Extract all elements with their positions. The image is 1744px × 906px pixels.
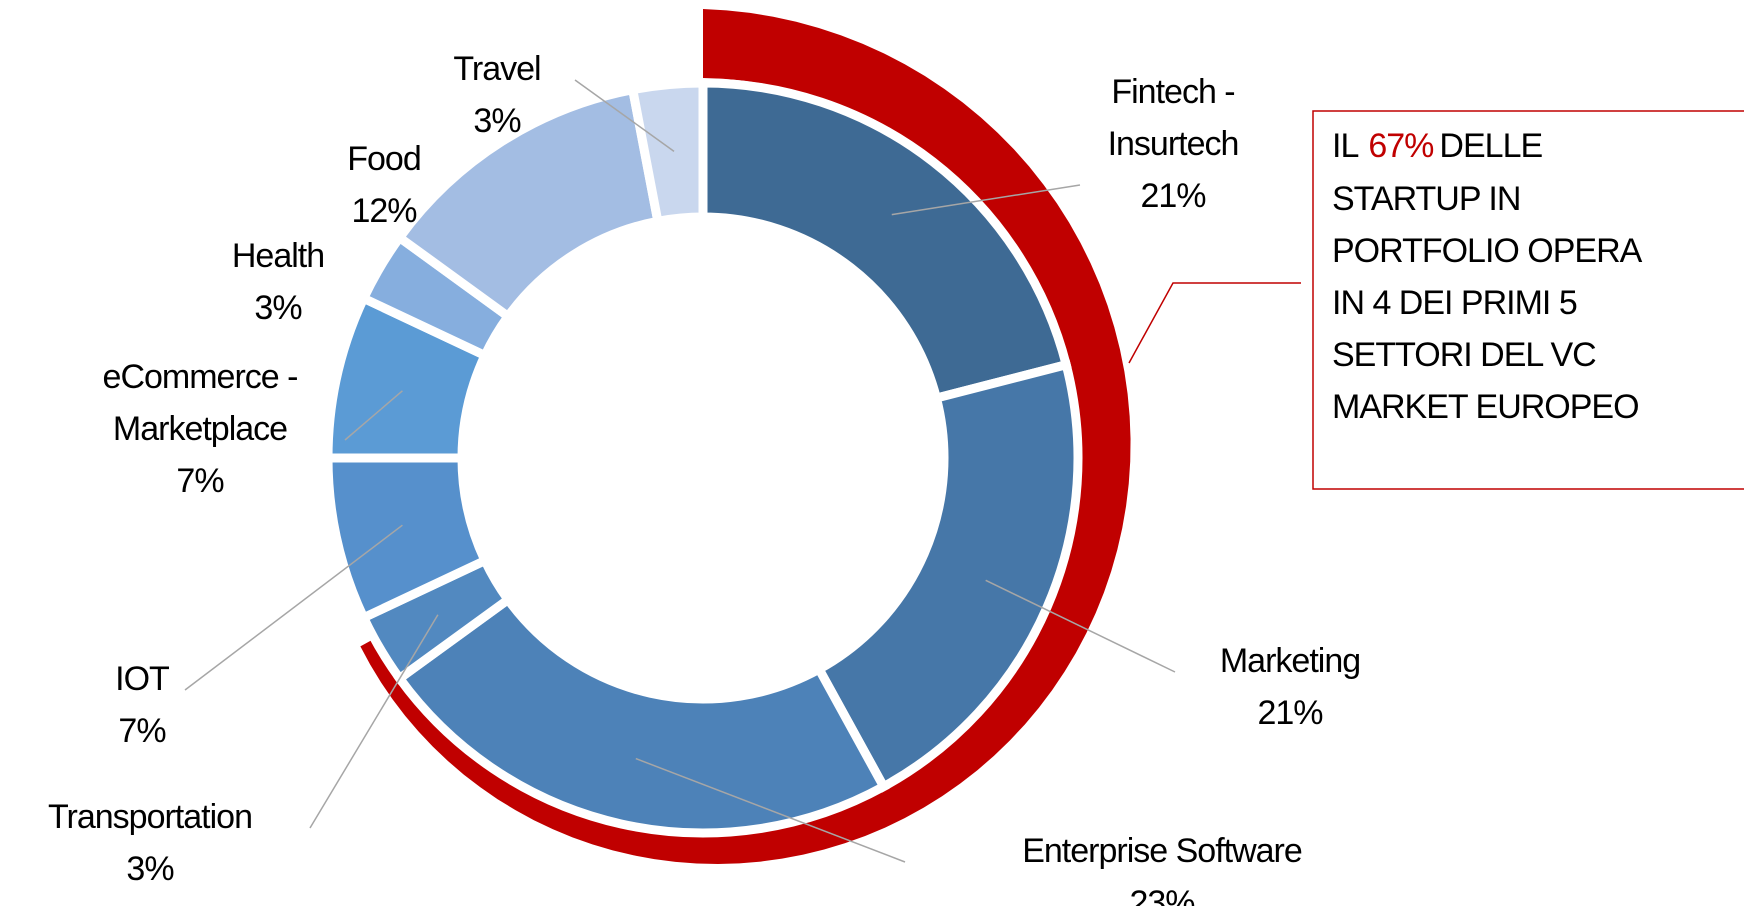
value-label: 3%: [254, 289, 302, 327]
category-label: eCommerce - Marketplace: [103, 358, 298, 448]
category-label: Enterprise Software: [1022, 832, 1302, 870]
value-label: 3%: [126, 850, 174, 888]
callout-leader: [1128, 282, 1301, 364]
category-label: Marketing: [1220, 642, 1360, 680]
category-label: Fintech - Insurtech: [1108, 73, 1239, 163]
value-label: 23%: [1129, 884, 1195, 906]
callout-line: IN 4 DEI PRIMI 5: [1332, 284, 1577, 322]
category-label-line: IOT: [115, 660, 169, 698]
category-label-line: Travel: [453, 50, 540, 88]
category-label-line: Marketing: [1220, 642, 1360, 680]
category-label: Transportation: [48, 798, 252, 836]
category-label-line: Enterprise Software: [1022, 832, 1302, 870]
leader-line: [184, 524, 403, 691]
leader-line: [635, 757, 906, 863]
callout-text: DELLE: [1439, 127, 1542, 165]
callout-line: IL 67% DELLE: [1332, 127, 1542, 165]
donut-segment: [812, 359, 1083, 793]
callout-text: IL: [1332, 127, 1358, 165]
leader-line: [985, 579, 1176, 673]
donut-segment: [698, 78, 1072, 404]
callout-highlight: 67%: [1368, 127, 1434, 165]
value-label: 7%: [176, 462, 224, 500]
value-label: 7%: [118, 712, 166, 750]
value-label: 3%: [473, 102, 521, 140]
callout-line: STARTUP IN: [1332, 180, 1520, 218]
leader-line: [344, 390, 403, 441]
category-label-line: Marketplace: [113, 410, 287, 448]
category-label: IOT: [115, 660, 169, 698]
value-label: 12%: [351, 192, 417, 230]
category-label-line: Fintech -: [1111, 73, 1234, 111]
category-label: Food: [347, 140, 421, 178]
category-label: Health: [232, 237, 324, 275]
category-label-line: Food: [347, 140, 421, 178]
category-label-line: eCommerce -: [103, 358, 298, 396]
callout-line: MARKET EUROPEO: [1332, 388, 1639, 426]
category-label-line: Health: [232, 237, 324, 275]
callout-box: [1312, 110, 1744, 490]
leader-line: [309, 614, 439, 829]
category-label: Travel: [453, 50, 540, 88]
callout-line: PORTFOLIO OPERA: [1332, 232, 1643, 270]
value-label: 21%: [1257, 694, 1323, 732]
leader-line: [891, 184, 1081, 216]
category-label-line: Transportation: [48, 798, 252, 836]
leader-line: [574, 79, 675, 152]
category-label-line: Insurtech: [1108, 125, 1239, 163]
value-label: 21%: [1140, 177, 1206, 215]
donut-segment: [393, 593, 890, 838]
callout-line: SETTORI DEL VC: [1332, 336, 1596, 374]
donut-segment: [627, 78, 708, 227]
